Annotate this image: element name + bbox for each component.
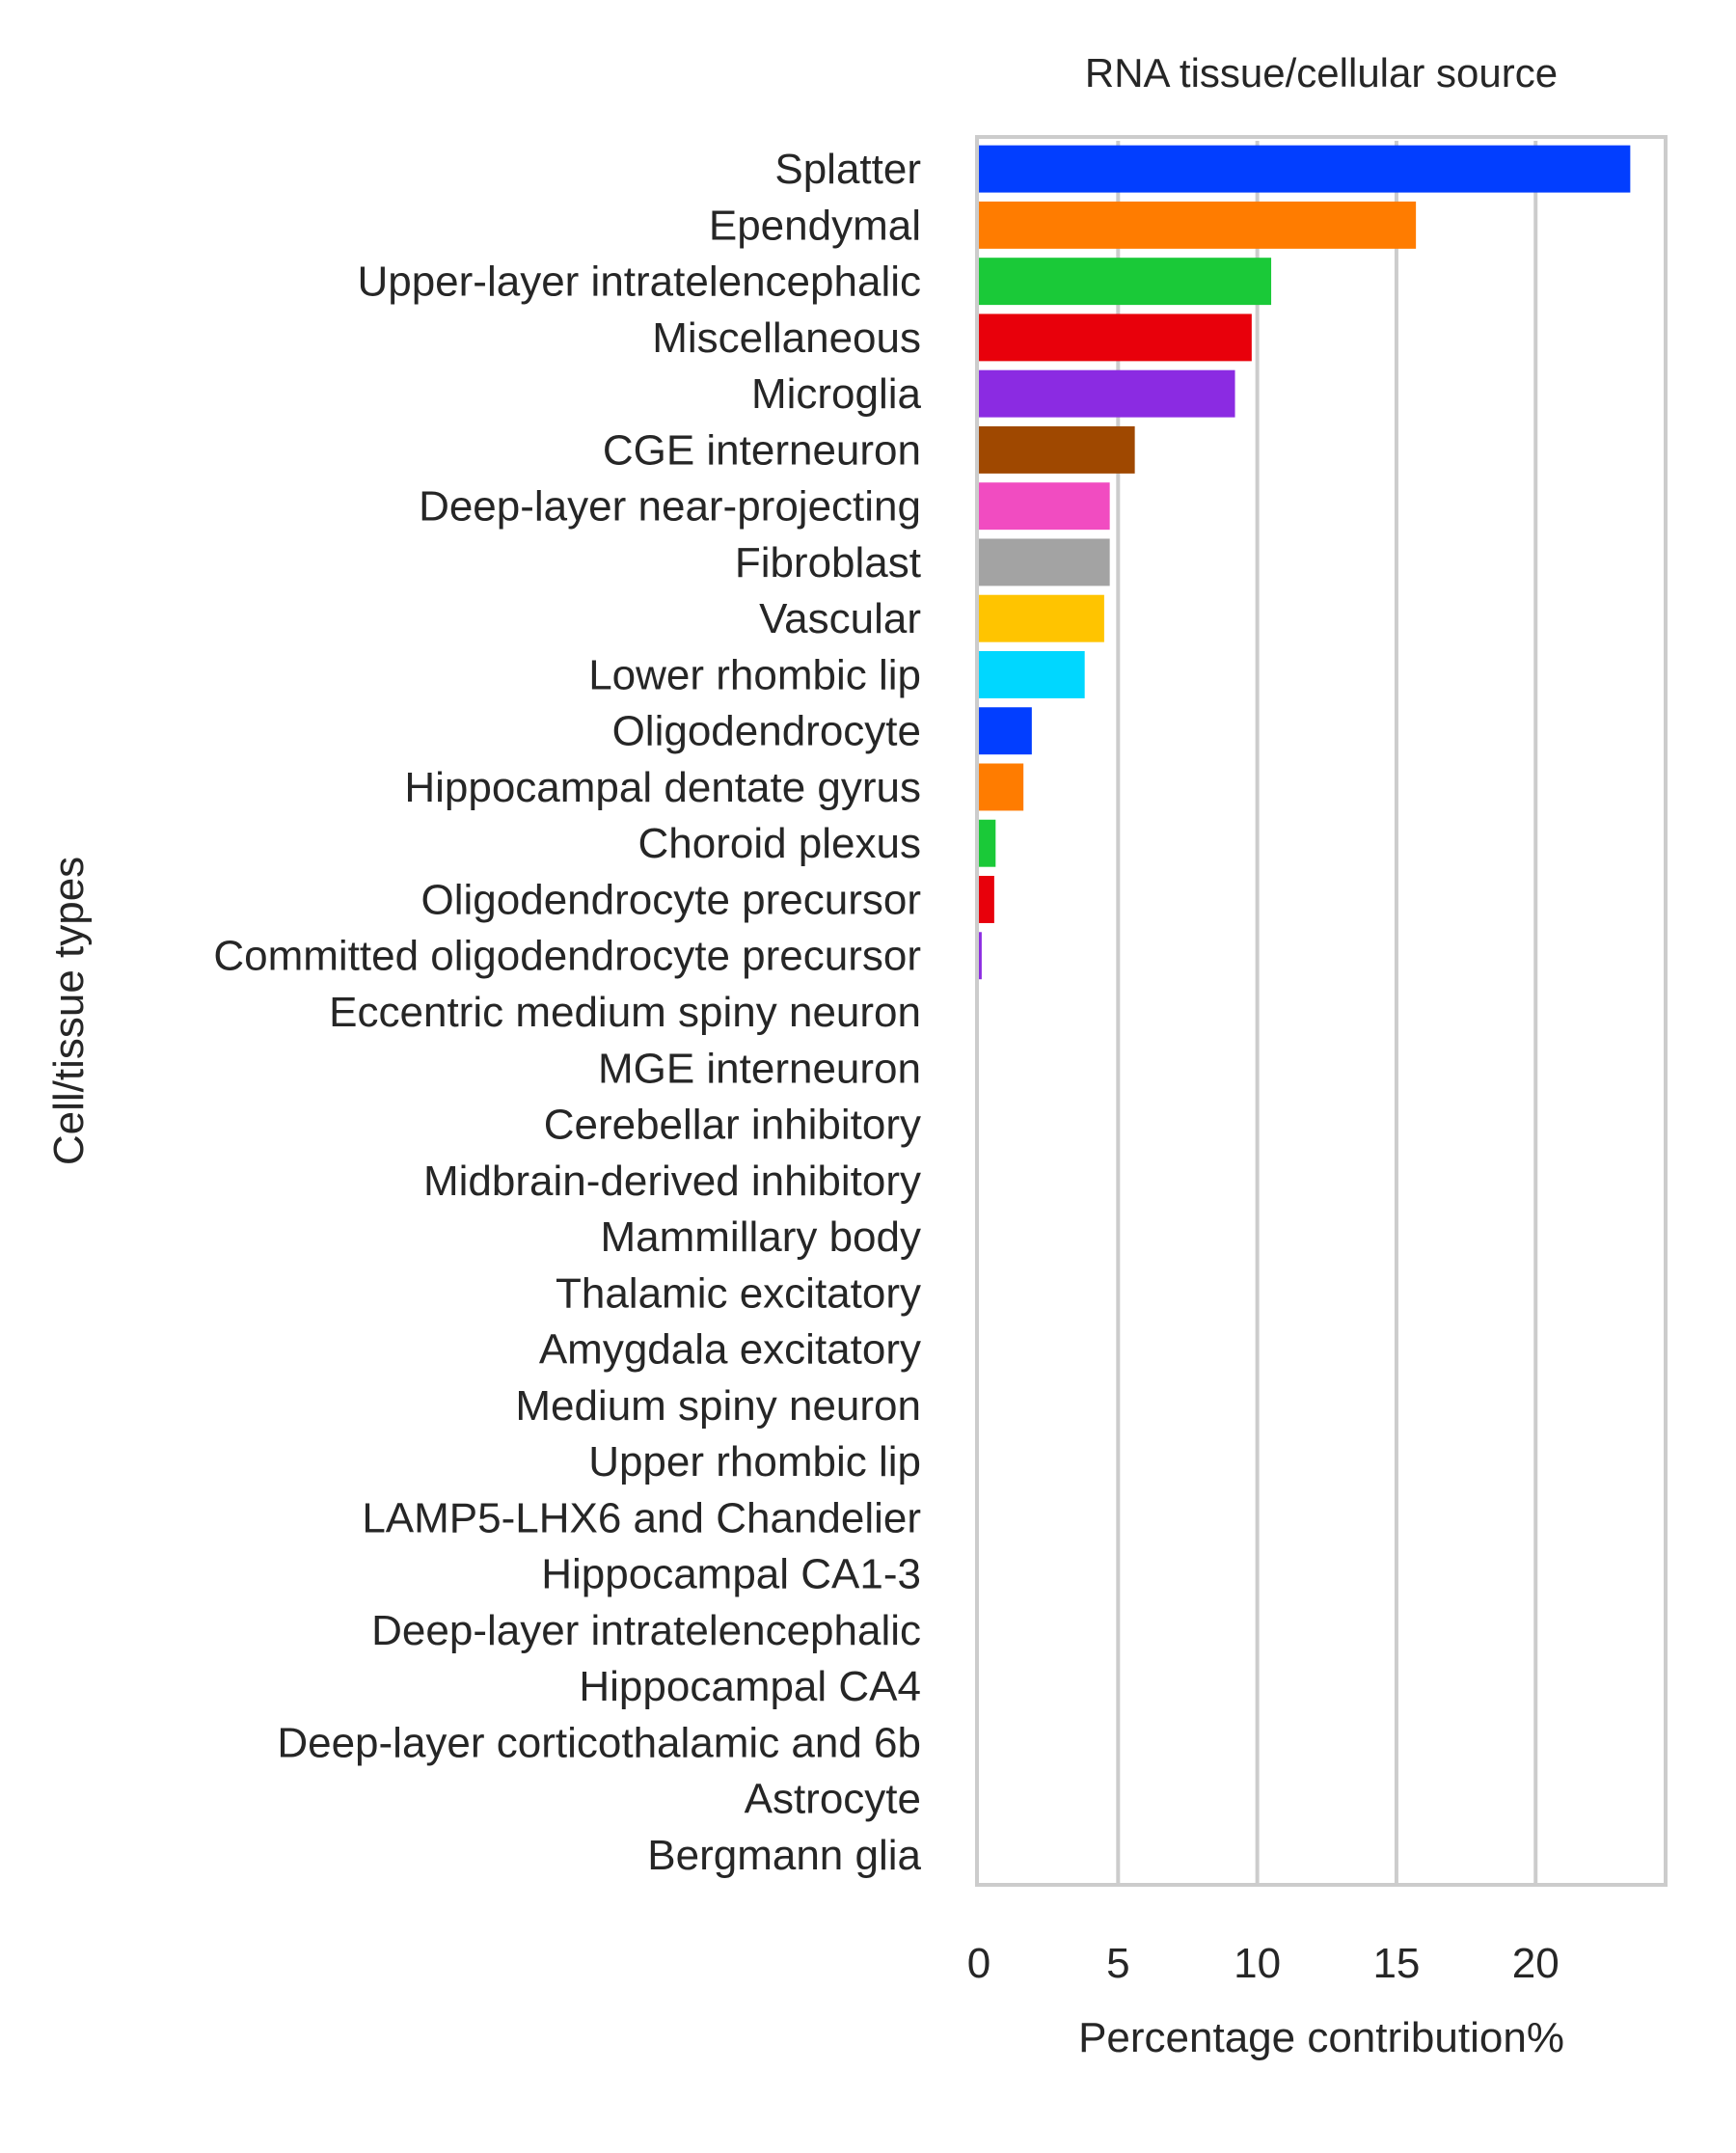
category-label: Thalamic excitatory — [556, 1269, 921, 1317]
category-label: Lower rhombic lip — [588, 651, 921, 698]
chart-title: RNA tissue/cellular source — [1085, 50, 1558, 95]
bars — [979, 145, 1631, 980]
category-label: Hippocampal CA4 — [579, 1663, 921, 1710]
bar — [979, 707, 1032, 755]
x-tick-label: 20 — [1512, 1940, 1560, 1987]
y-axis-title: Cell/tissue types — [45, 857, 93, 1165]
category-label: CGE interneuron — [603, 426, 921, 474]
bar — [979, 258, 1272, 306]
category-label: Miscellaneous — [652, 314, 921, 362]
category-label: Mammillary body — [600, 1213, 921, 1261]
category-label: Deep-layer corticothalamic and 6b — [277, 1719, 921, 1766]
category-label: Bergmann glia — [647, 1832, 921, 1879]
category-label: Splatter — [774, 146, 921, 193]
x-tick-label: 15 — [1372, 1940, 1420, 1987]
category-label: Choroid plexus — [638, 820, 922, 867]
category-label: Deep-layer near-projecting — [419, 483, 921, 531]
x-tick-label: 5 — [1106, 1940, 1129, 1987]
bar — [979, 650, 1085, 698]
category-label: Vascular — [759, 595, 921, 642]
bar — [979, 425, 1135, 474]
category-labels: Splatter Ependymal Upper-layer intratelenc… — [213, 146, 921, 1879]
x-tick-label: 10 — [1234, 1940, 1281, 1987]
bar — [979, 145, 1631, 193]
category-label: Medium spiny neuron — [515, 1382, 921, 1430]
bar — [979, 201, 1417, 249]
bar — [979, 819, 996, 867]
x-tick-label: 0 — [967, 1940, 990, 1987]
category-label: Microglia — [751, 370, 922, 418]
x-axis-title: Percentage contribution% — [1078, 2014, 1564, 2061]
category-label: Hippocampal CA1-3 — [541, 1551, 921, 1598]
category-label: Oligodendrocyte precursor — [421, 876, 921, 923]
bar — [979, 313, 1252, 362]
category-label: Deep-layer intratelencephalic — [371, 1607, 921, 1654]
category-label: Cerebellar inhibitory — [544, 1102, 921, 1149]
category-label: Ependymal — [709, 202, 921, 249]
bar — [979, 876, 994, 923]
bar — [979, 594, 1104, 642]
bar — [979, 763, 1024, 811]
category-label: Committed oligodendrocyte precursor — [213, 933, 921, 980]
category-label: Midbrain-derived inhibitory — [423, 1158, 921, 1205]
x-tick-labels: 0 5 10 15 20 — [967, 1940, 1560, 1987]
gridlines — [1116, 141, 1538, 1883]
bar — [979, 538, 1110, 586]
category-label: Astrocyte — [745, 1776, 921, 1823]
category-label: Oligodendrocyte — [612, 708, 921, 755]
bar — [979, 932, 982, 980]
category-label: Fibroblast — [735, 539, 921, 586]
category-label: Hippocampal dentate gyrus — [404, 764, 921, 811]
category-label: Upper rhombic lip — [588, 1438, 921, 1485]
category-label: Amygdala excitatory — [539, 1326, 921, 1374]
plot-frame — [975, 135, 1668, 1887]
category-label: MGE interneuron — [598, 1045, 921, 1092]
bar — [979, 482, 1110, 531]
category-label: Upper-layer intratelencephalic — [357, 259, 921, 306]
category-label: LAMP5-LHX6 and Chandelier — [362, 1494, 921, 1541]
category-label: Eccentric medium spiny neuron — [329, 989, 921, 1036]
bar — [979, 369, 1235, 418]
